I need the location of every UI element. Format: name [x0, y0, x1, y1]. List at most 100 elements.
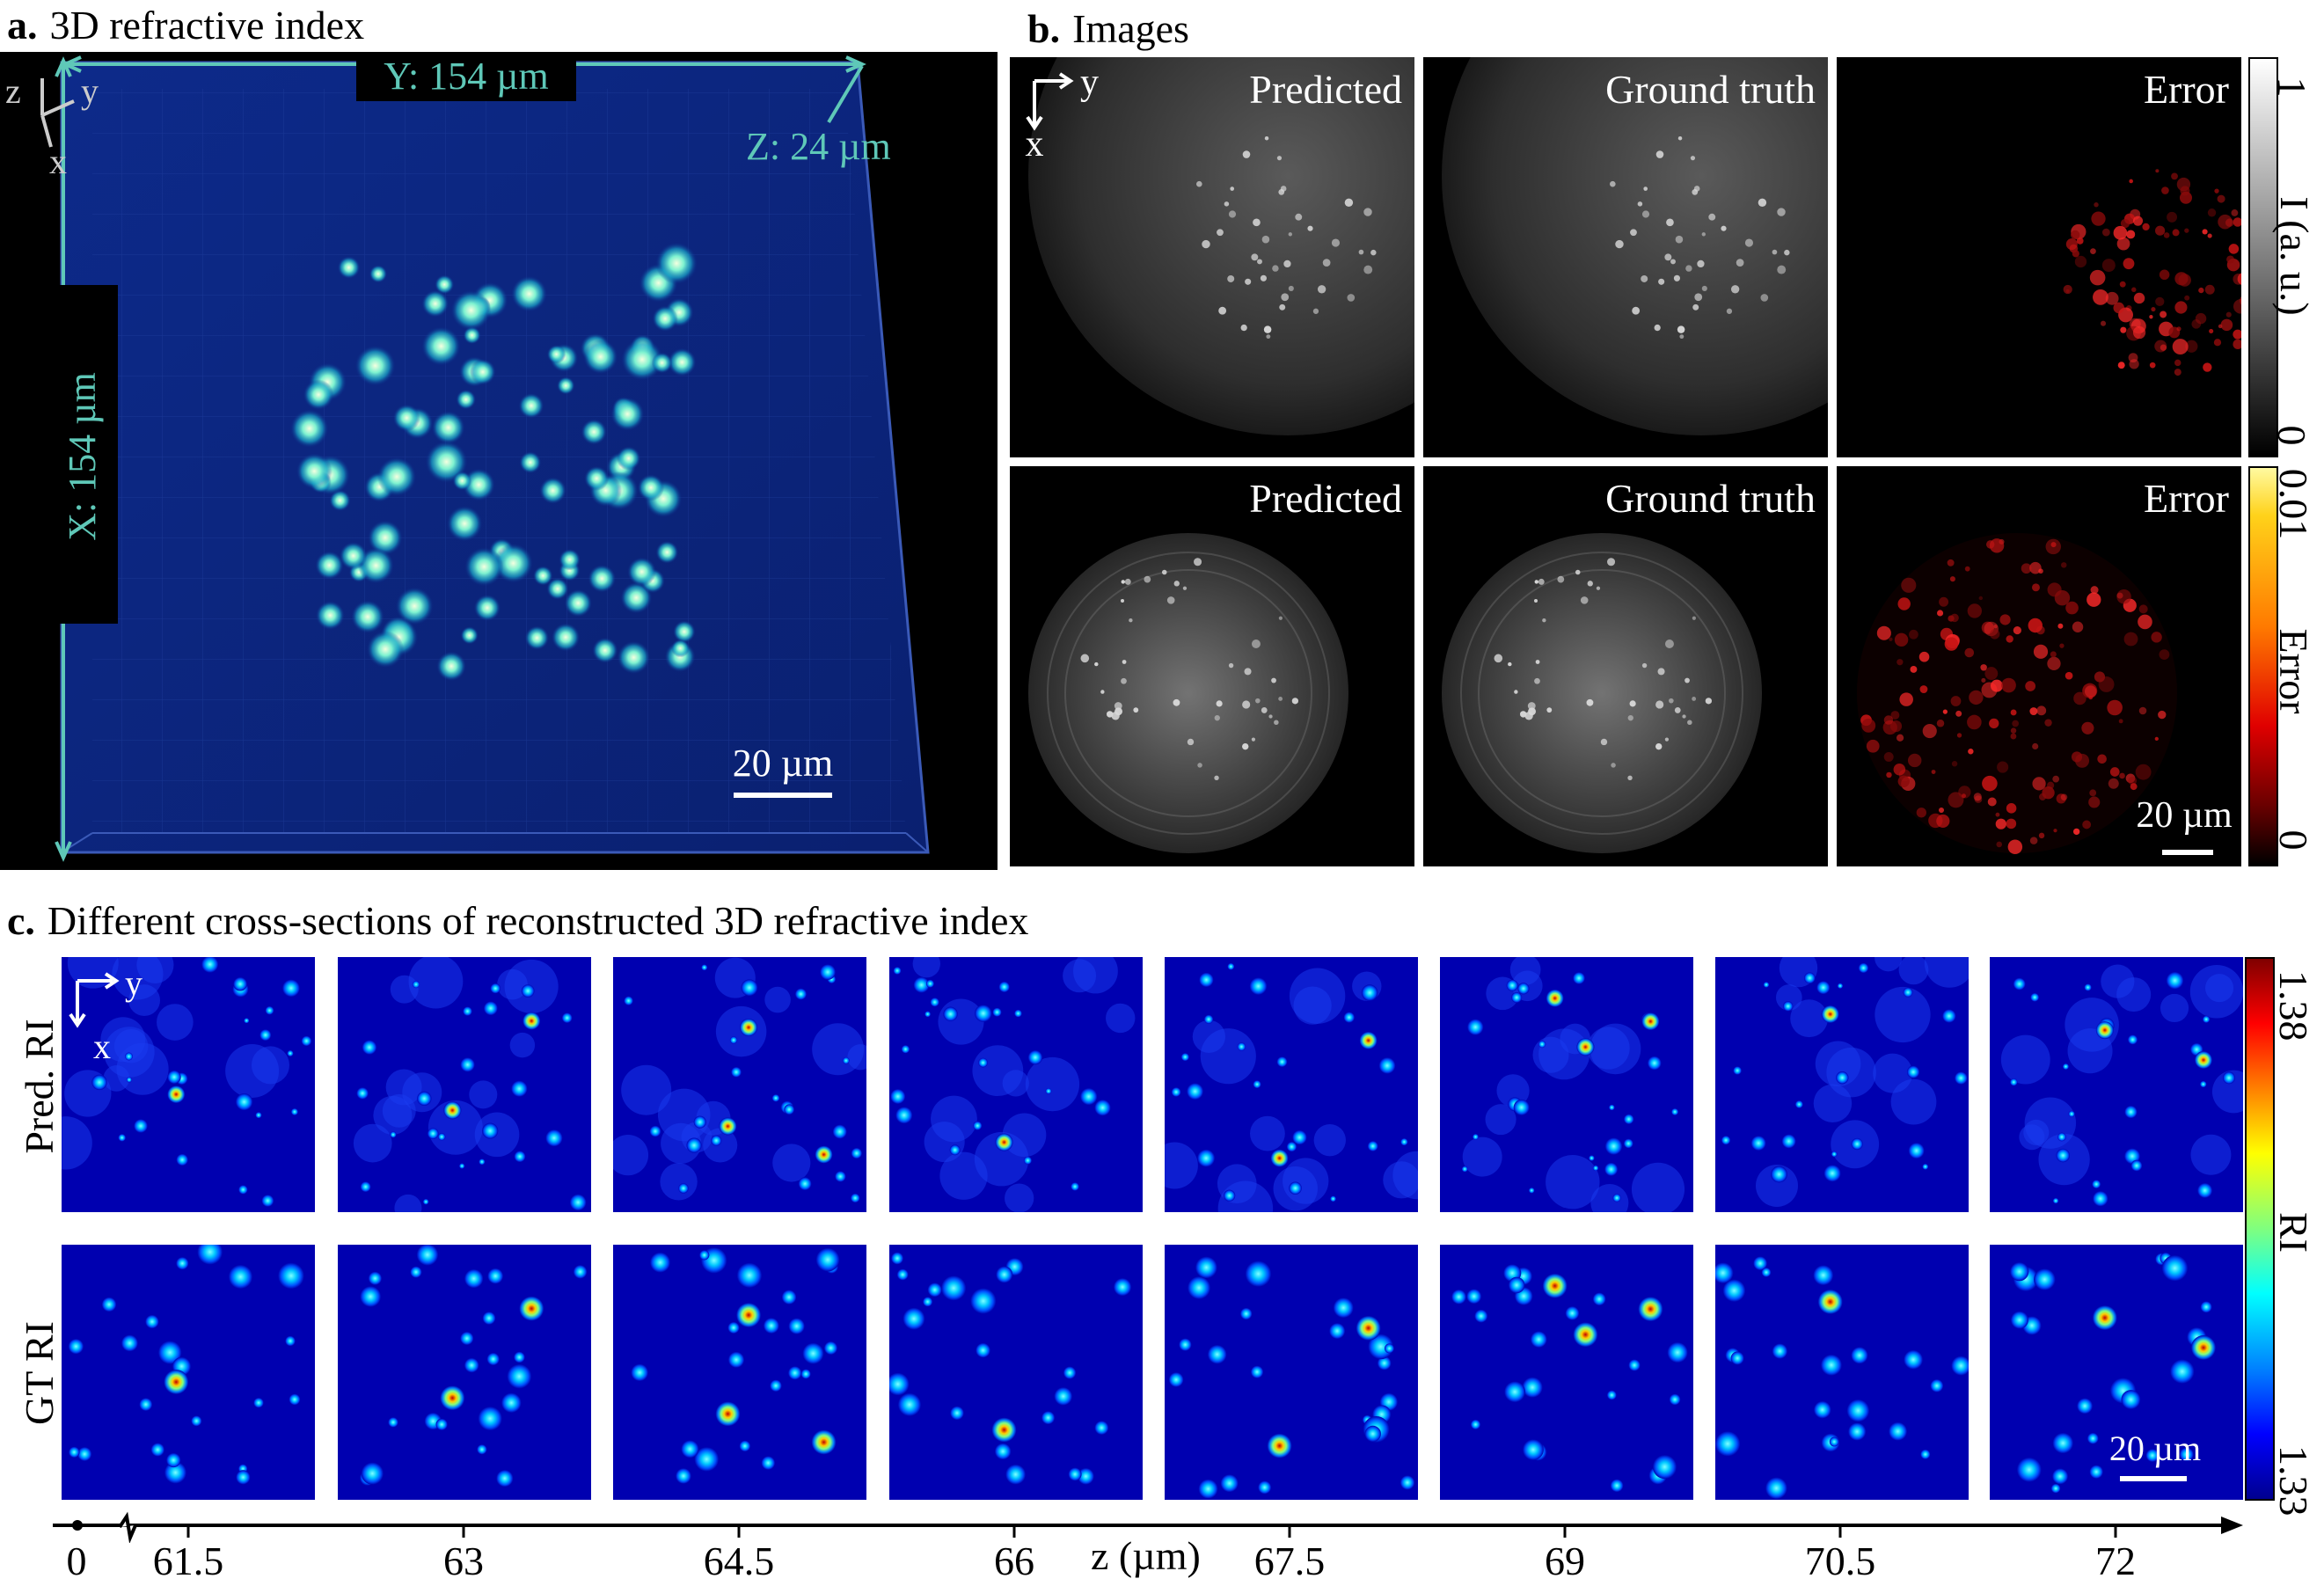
slice-svg — [613, 957, 866, 1203]
z-axis-label: z (µm) — [1091, 1533, 1201, 1578]
z-axis-tick-label: 67.5 — [1253, 1538, 1326, 1583]
panel-c-axes: y x — [69, 972, 143, 1066]
image-predicted-row2: Predicted — [1010, 466, 1414, 866]
gt-ri-slice — [1165, 1245, 1418, 1500]
z-axis-tick-label: 70.5 — [1804, 1538, 1876, 1583]
label-ground-truth: Ground truth — [1605, 476, 1816, 521]
z-axis-tick-label: 63 — [443, 1538, 484, 1583]
volume-render-svg: z y x Y: 154 µm Z: 24 µm X: 154 µm 20 µm — [5, 55, 930, 862]
gt-ri-slice — [613, 1245, 866, 1500]
slice-svg — [1451, 1264, 1688, 1493]
bead-cloud — [290, 242, 698, 682]
image-error-row1-svg — [2063, 169, 2241, 376]
label-predicted: Predicted — [1249, 67, 1402, 112]
label-ground-truth: Ground truth — [1605, 67, 1816, 112]
panel-c-letter: c. — [7, 898, 35, 943]
z-axis-line — [53, 1511, 2243, 1543]
z-axis-origin: 0 — [66, 1538, 87, 1583]
pred-ri-slice — [889, 957, 1143, 1212]
image-error-row2-svg: 20 µm — [1857, 533, 2233, 855]
gt-ri-slice — [338, 1245, 591, 1500]
slice-svg — [1715, 1256, 1969, 1500]
gt-ri-slice — [62, 1245, 315, 1500]
gt-ri-slice — [1715, 1245, 1969, 1500]
image-predicted-row1: y x Predicted — [1010, 57, 1414, 457]
panel-c-title-text: Different cross-sections of reconstructe… — [47, 898, 1029, 943]
panel-a-scale-bar-label: 20 µm — [733, 742, 834, 785]
axes-arrows — [1026, 72, 1074, 131]
panel-c-scale-bar-group: 20 µm — [2109, 1429, 2201, 1481]
image-ground-truth-row2: Ground truth — [1423, 466, 1828, 866]
slice-svg — [360, 1245, 588, 1487]
slice-svg — [353, 957, 587, 1212]
z-axis-tick-marks — [186, 1525, 2117, 1538]
panel-c-title: c. Different cross-sections of reconstruc… — [7, 901, 1028, 941]
gt-ri-slice — [889, 1245, 1143, 1500]
panel-b-scale-bar — [2162, 850, 2213, 855]
colorbar-ri-max: 1.38 — [2271, 970, 2316, 1041]
slice-svg — [890, 957, 1136, 1212]
colorbar-error-label: Error — [2271, 628, 2316, 714]
axis-z-label: z — [5, 71, 21, 111]
image-error-row1: Error — [1837, 57, 2241, 457]
pred-ri-slice — [1165, 957, 1418, 1212]
axis-y-label: y — [81, 71, 99, 111]
image-ground-truth-row1: Ground truth — [1423, 57, 1828, 457]
image-predicted-row1-svg: y x — [1026, 57, 1414, 435]
slice-svg — [68, 1245, 304, 1485]
colorbar-error-min: 0 — [2271, 830, 2316, 851]
label-error: Error — [2143, 67, 2229, 112]
panel-b-title-text: Images — [1072, 6, 1189, 51]
z-dimension-label: Z: 24 µm — [746, 125, 891, 168]
colorbar-ri-min: 1.33 — [2271, 1445, 2316, 1517]
axis-y-label: y — [125, 972, 143, 1003]
row-label-gt: GT RI — [17, 1321, 62, 1425]
label-error: Error — [2143, 476, 2229, 521]
slice-svg — [62, 957, 312, 1207]
colorbar-ri-label: RI — [2271, 1212, 2316, 1253]
image-predicted-row2-svg — [1028, 533, 1348, 853]
colorbar-error-max: 0.01 — [2271, 468, 2316, 540]
z-axis-tick-label: 66 — [994, 1538, 1034, 1583]
pred-ri-slice — [1715, 957, 1969, 1212]
panel-a-title: a. 3D refractive index — [7, 5, 364, 46]
colorbar-intensity-min: 0 — [2269, 425, 2314, 446]
slice-svg — [889, 1252, 1132, 1485]
panel-b-letter: b. — [1027, 6, 1061, 51]
axis-indicator — [40, 78, 75, 148]
pred-ri-slice — [1440, 957, 1693, 1212]
gt-ri-slice — [1440, 1245, 1693, 1500]
image-error-row2: 20 µm Error — [1837, 466, 2241, 866]
slice-svg — [631, 1247, 840, 1484]
colorbar-intensity — [2248, 57, 2278, 457]
z-axis-tick-label: 61.5 — [152, 1538, 224, 1583]
colorbar-error — [2248, 466, 2278, 866]
volume-render: z y x Y: 154 µm Z: 24 µm X: 154 µm 20 µm — [0, 52, 998, 870]
gt-ri-slice — [1990, 1245, 2243, 1500]
slice-svg — [1721, 957, 1969, 1208]
axis-x-label: x — [49, 142, 67, 181]
panel-c-scale-bar — [2120, 1476, 2187, 1481]
image-ground-truth-row2-svg — [1442, 533, 1762, 853]
axis-y-label: y — [1080, 62, 1099, 103]
colorbar-intensity-label: I (a. u.) — [2272, 196, 2317, 316]
z-axis-tick-label: 64.5 — [703, 1538, 775, 1583]
slice-svg — [2010, 1252, 2216, 1494]
panel-a-title-text: 3D refractive index — [49, 3, 365, 48]
panel-b-scale-bar-label: 20 µm — [2136, 795, 2233, 836]
axis-x-label: x — [1026, 124, 1044, 164]
y-dimension-label: Y: 154 µm — [384, 55, 549, 98]
z-axis-tick-label: 72 — [2095, 1538, 2136, 1583]
slice-svg — [2000, 964, 2243, 1207]
pred-ri-slice — [613, 957, 866, 1212]
panel-a-scale-bar — [734, 793, 832, 798]
slice-svg — [1168, 1256, 1415, 1499]
slice-svg — [1165, 962, 1418, 1212]
pred-ri-slice — [1990, 957, 2243, 1212]
row-label-pred: Pred. RI — [17, 1019, 62, 1154]
z-axis-tick-label: 69 — [1545, 1538, 1585, 1583]
panel-b-title: b. Images — [1027, 9, 1189, 49]
x-dimension-label: X: 154 µm — [61, 372, 104, 541]
colorbar-intensity-max: 1 — [2269, 77, 2314, 98]
volume-grid — [92, 89, 906, 833]
